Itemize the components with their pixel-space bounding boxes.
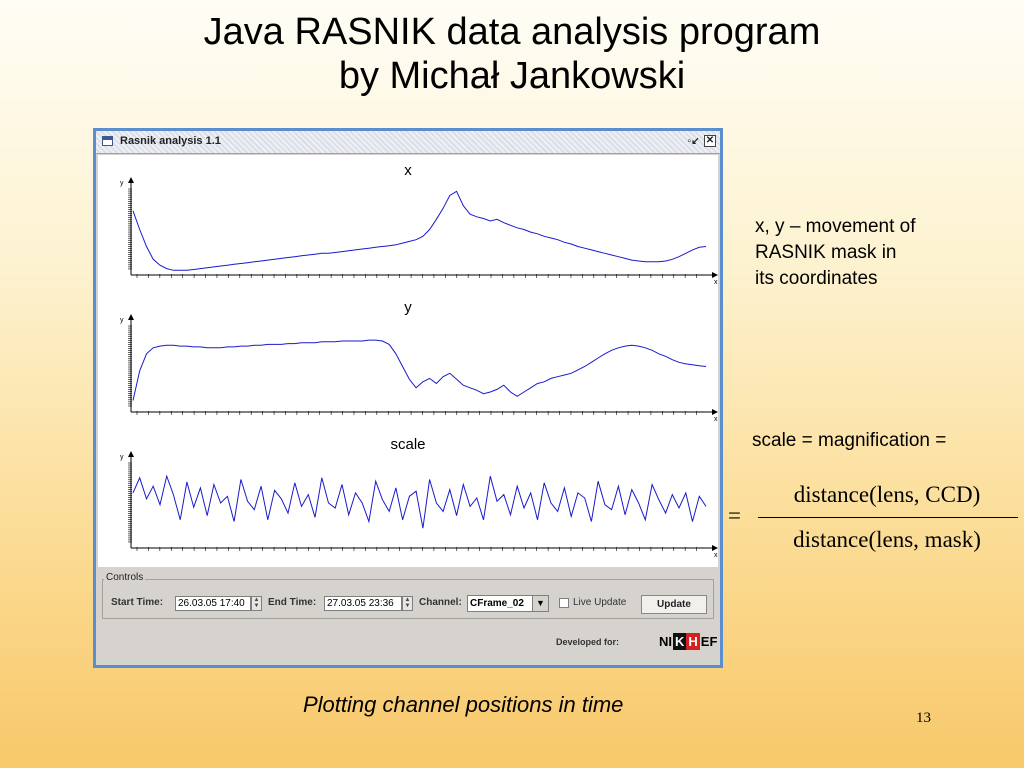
formula-equals: = <box>728 503 741 528</box>
x-axis-arrow <box>712 545 718 551</box>
window-app-icon <box>102 136 113 146</box>
slide-title: Java RASNIK data analysis program by Mic… <box>0 10 1024 98</box>
series-line-scale <box>132 474 707 529</box>
logo-part-k: K <box>673 632 687 650</box>
scale-note: scale = magnification = <box>752 430 947 451</box>
y-axis-arrow <box>128 177 134 183</box>
x-axis-arrow <box>712 272 718 278</box>
channel-label: Channel: <box>419 597 462 608</box>
start-time-spinner[interactable]: ▲ ▼ <box>251 596 262 611</box>
controls-group-label: Controls <box>104 572 146 583</box>
logo-part-h: H <box>686 632 700 650</box>
slide-caption: Plotting channel positions in time <box>303 692 624 717</box>
plot-title: scale <box>390 436 425 453</box>
xy-note: x, y – movement of RASNIK mask in its co… <box>755 214 916 292</box>
series-line-x <box>132 190 707 271</box>
channel-select[interactable]: CFrame_02 ▼ <box>467 595 549 612</box>
controls-group: Start Time: 26.03.05 17:40 ▲ ▼ End Time: … <box>102 579 714 619</box>
xy-note-line1: x, y – movement of <box>755 216 916 237</box>
chevron-down-icon[interactable]: ▼ <box>532 596 548 611</box>
app-window: Rasnik analysis 1.1 ▫↙ ✕ x y x y y x scale y x S… <box>93 128 723 668</box>
y-axis-label: y <box>120 454 124 461</box>
logo-part-ni: NI <box>659 633 672 649</box>
formula-fraction-bar <box>758 517 1018 518</box>
plots-svg: x y x y y x scale y x <box>120 162 718 559</box>
series-line-y <box>132 339 707 401</box>
end-time-label: End Time: <box>268 597 317 608</box>
close-icon[interactable]: ✕ <box>704 135 716 147</box>
slide-title-line2: by Michał Jankowski <box>338 55 686 97</box>
xy-note-line2: RASNIK mask in <box>755 242 897 263</box>
window-title: Rasnik analysis 1.1 <box>120 135 221 147</box>
live-update-checkbox[interactable] <box>559 598 569 608</box>
y-axis-arrow <box>128 451 134 457</box>
y-axis-label: y <box>120 180 124 187</box>
plot-title: x <box>404 162 412 179</box>
formula-denominator: distance(lens, mask) <box>793 527 981 552</box>
logo-part-ef: EF <box>700 633 718 649</box>
window-content: Rasnik analysis 1.1 ▫↙ ✕ x y x y y x scale y x S… <box>96 131 720 665</box>
end-time-spinner[interactable]: ▲ ▼ <box>402 596 413 611</box>
developed-for-label: Developed for: <box>556 637 620 647</box>
restore-icon[interactable]: ▫↙ <box>687 136 700 147</box>
plot-panel-y: y y x <box>120 299 718 423</box>
x-axis-label: x <box>714 552 718 559</box>
y-axis-label: y <box>120 317 124 324</box>
plot-panel-x: x y x <box>120 162 718 286</box>
scale-formula: = distance(lens, CCD) distance(lens, mas… <box>728 478 1020 556</box>
controls-panel: Start Time: 26.03.05 17:40 ▲ ▼ End Time: … <box>98 567 718 665</box>
start-time-field[interactable]: 26.03.05 17:40 <box>175 596 251 611</box>
x-axis-label: x <box>714 416 718 423</box>
y-axis-arrow <box>128 314 134 320</box>
update-button[interactable]: Update <box>641 595 707 614</box>
channel-value: CFrame_02 <box>470 598 524 609</box>
xy-note-line3: its coordinates <box>755 268 878 289</box>
window-titlebar[interactable]: Rasnik analysis 1.1 ▫↙ ✕ <box>96 131 720 154</box>
plot-panel-scale: scale y x <box>120 436 718 559</box>
plot-title: y <box>404 299 412 316</box>
live-update-label: Live Update <box>573 597 627 608</box>
start-time-label: Start Time: <box>111 597 164 608</box>
end-time-field[interactable]: 27.03.05 23:36 <box>324 596 402 611</box>
slide-title-line1: Java RASNIK data analysis program <box>203 11 821 53</box>
x-axis-arrow <box>712 409 718 415</box>
formula-numerator: distance(lens, CCD) <box>793 482 981 507</box>
plot-area: x y x y y x scale y x <box>98 155 718 567</box>
nikhef-logo: NI K H EF <box>659 629 717 653</box>
x-axis-label: x <box>714 279 718 286</box>
page-number: 13 <box>916 710 931 726</box>
